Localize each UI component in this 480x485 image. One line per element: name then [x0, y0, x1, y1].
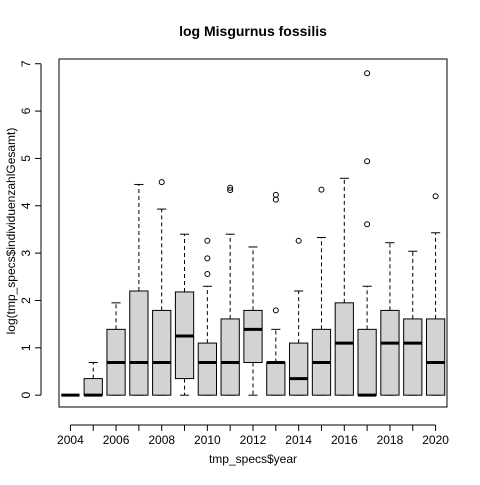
box-body	[129, 290, 149, 396]
box-2005	[83, 361, 103, 397]
box-2006	[106, 302, 126, 396]
box-2011	[220, 184, 240, 396]
box-2014	[289, 237, 309, 396]
box-body	[266, 361, 286, 396]
outlier-point	[364, 221, 371, 228]
box-2018	[380, 242, 400, 396]
y-tick-label: 3	[19, 249, 33, 256]
box-2013	[266, 191, 286, 396]
x-tick-label: 2008	[148, 433, 175, 447]
plot-frame	[58, 58, 448, 408]
boxes-layer	[61, 70, 446, 397]
x-tick-label: 2004	[57, 433, 84, 447]
y-tick-label: 0	[19, 392, 33, 399]
box-2009	[174, 233, 195, 396]
y-tick-label: 2	[19, 297, 33, 304]
box-body	[403, 318, 423, 396]
box-2007	[129, 183, 149, 396]
box-body	[357, 328, 377, 396]
chart-title: log Misgurnus fossilis	[179, 23, 327, 39]
box-body	[220, 318, 240, 396]
box-body	[425, 318, 446, 396]
outlier-point	[432, 193, 439, 200]
box-2015	[311, 186, 332, 396]
box-body	[334, 302, 354, 396]
x-axis-label: tmp_specs$year	[209, 452, 297, 466]
y-axis: 0 1 2 3 4 5 6 7	[19, 60, 42, 399]
outlier-point	[227, 184, 234, 191]
box-body	[243, 309, 263, 363]
box-body	[152, 309, 172, 396]
x-tick-label: 2014	[285, 433, 312, 447]
x-tick-label: 2020	[422, 433, 449, 447]
box-body	[380, 309, 400, 396]
y-tick-label: 7	[19, 60, 33, 67]
outlier-point	[364, 70, 371, 77]
x-tick-label: 2012	[240, 433, 267, 447]
box-2017	[357, 70, 377, 397]
box-2012	[243, 246, 263, 396]
outlier-point	[318, 186, 325, 193]
box-2010	[197, 237, 217, 396]
x-axis: 2004 2006 2008 2010 2012 2014 2016 2018 2020	[57, 424, 449, 447]
x-tick-label: 2010	[194, 433, 221, 447]
y-tick-label: 1	[19, 344, 33, 351]
x-tick-label: 2016	[331, 433, 358, 447]
outlier-point	[204, 255, 211, 262]
y-tick-label: 6	[19, 107, 33, 114]
outlier-point	[272, 307, 279, 314]
x-tick-label: 2006	[103, 433, 130, 447]
outlier-point	[204, 270, 211, 277]
box-2008	[152, 179, 172, 396]
box-2019	[403, 250, 423, 396]
box-body	[197, 342, 217, 396]
box-body	[83, 378, 103, 396]
outlier-point	[158, 179, 165, 186]
outlier-point	[295, 237, 302, 244]
x-tick-label: 2018	[377, 433, 404, 447]
outlier-point	[204, 237, 211, 244]
y-axis-label: log(tmp_specs$individuenzahlGesamt)	[4, 128, 18, 335]
y-tick-label: 5	[19, 155, 33, 162]
box-2016	[334, 177, 354, 396]
box-2020	[425, 193, 446, 396]
outlier-point	[227, 187, 234, 194]
y-tick-label: 4	[19, 202, 33, 209]
outlier-point	[272, 191, 279, 198]
outlier-point	[364, 158, 371, 165]
box-body	[289, 342, 309, 396]
